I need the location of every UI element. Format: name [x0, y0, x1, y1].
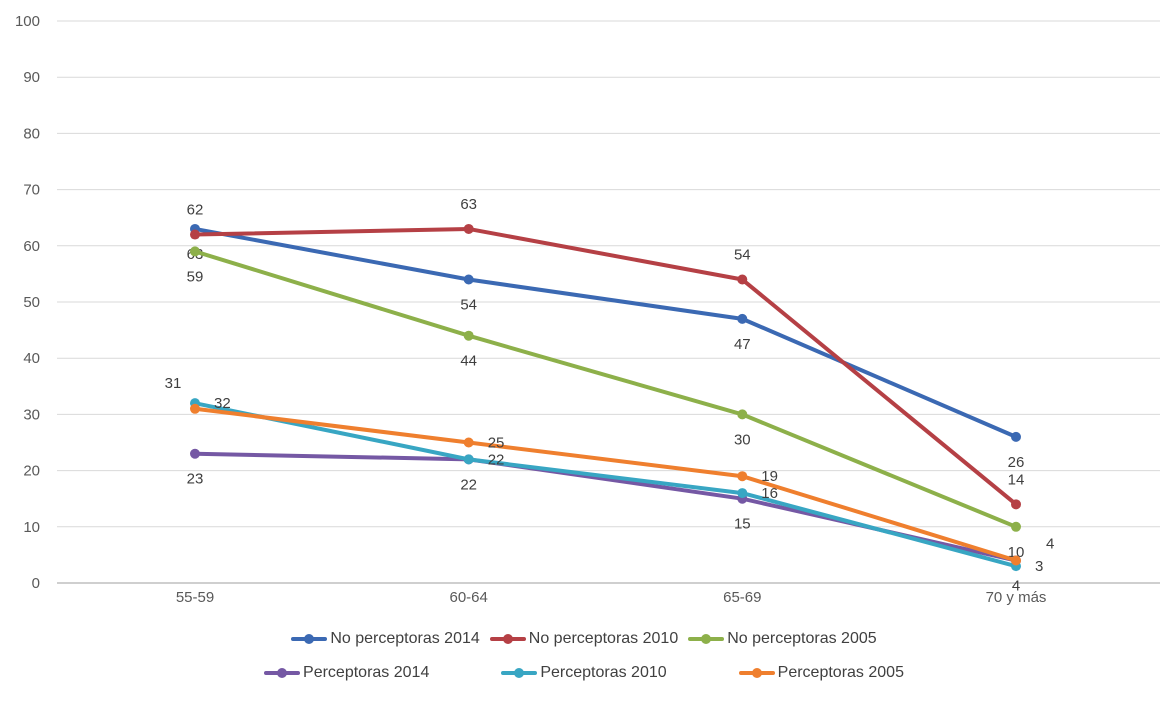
legend-dot: [751, 668, 762, 678]
y-axis-tick-labels: 0 10 20 30 40 50 60 70 80 90 100: [15, 13, 40, 592]
data-label: 14: [1008, 471, 1025, 488]
data-label: 3: [1035, 558, 1043, 575]
legend-marker-icon: [489, 633, 526, 645]
y-tick-label: 20: [23, 463, 40, 480]
y-tick-label: 80: [23, 125, 40, 142]
series-line: [193, 406, 1018, 563]
legend-item-perceptoras-2005: Perceptoras 2005: [738, 664, 904, 682]
legend-marker-icon: [738, 667, 775, 679]
x-tick-label: 55-59: [176, 589, 214, 606]
data-label: 54: [734, 247, 751, 264]
x-tick-label: 65-69: [723, 589, 761, 606]
data-point-marker: [190, 448, 200, 459]
data-point-marker: [463, 223, 474, 234]
data-label: 23: [187, 471, 204, 488]
data-label: 26: [1008, 454, 1025, 471]
data-point-marker: [737, 274, 748, 285]
data-label: 32: [214, 395, 231, 412]
y-tick-label: 40: [23, 350, 40, 367]
legend-label: No perceptoras 2005: [727, 630, 877, 647]
legend-marker-icon: [264, 667, 301, 679]
y-tick-label: 90: [23, 69, 40, 86]
series-perceptoras-2005: 31 25 19 4: [165, 375, 1054, 566]
legend-marker-icon: [291, 633, 328, 645]
data-label: 62: [187, 202, 204, 219]
gridlines: [57, 20, 1160, 584]
data-point-marker: [737, 313, 748, 324]
legend-label: No perceptoras 2014: [330, 630, 480, 647]
legend-label: Perceptoras 2014: [303, 664, 430, 681]
y-tick-label: 10: [23, 519, 40, 536]
data-label: 4: [1012, 578, 1020, 595]
legend-item-no-perceptoras-2010: No perceptoras 2010: [489, 630, 679, 648]
data-point-marker: [737, 471, 748, 482]
data-label: 25: [488, 435, 505, 452]
data-point-marker: [463, 330, 474, 341]
data-label: 10: [1008, 544, 1025, 561]
legend-dot: [701, 634, 712, 644]
legend-item-perceptoras-2014: Perceptoras 2014: [264, 664, 429, 682]
legend-marker-icon: [688, 633, 725, 645]
data-point-marker: [1011, 499, 1021, 510]
data-label: 4: [1046, 536, 1054, 553]
x-tick-label: 70 y más: [986, 589, 1047, 606]
data-point-marker: [1011, 555, 1021, 566]
y-tick-label: 100: [15, 13, 40, 30]
data-point-marker: [737, 488, 748, 499]
legend-dot: [277, 668, 288, 678]
data-label: 16: [761, 485, 778, 502]
data-label: 22: [488, 451, 505, 468]
legend-dot: [502, 634, 513, 644]
legend-row-1: No perceptoras 2014 No perceptoras 2010 No…: [291, 630, 877, 648]
series-line: [193, 226, 1018, 507]
data-point-marker: [463, 437, 474, 448]
data-label: 31: [165, 375, 182, 392]
x-axis-tick-labels: 55-59 60-64 65-69 70 y más: [176, 589, 1047, 606]
series-no-perceptoras-2010: 62 63 54 14: [187, 196, 1025, 510]
chart-legend: No perceptoras 2014 No perceptoras 2010 No…: [0, 630, 1168, 682]
data-label: 47: [734, 336, 751, 353]
legend-row-2: Perceptoras 2014 Perceptoras 2010 Percepto…: [264, 664, 904, 682]
legend-item-no-perceptoras-2014: No perceptoras 2014: [291, 630, 480, 648]
plot-area: 0 10 20 30 40 50 60 70 80 90 100 55-59 60-64 65-69 70 …: [15, 13, 1160, 606]
series-line: [193, 451, 1018, 563]
data-point-marker: [463, 274, 474, 285]
legend-marker-icon: [501, 667, 538, 679]
data-point-marker: [190, 229, 200, 240]
series-line: [193, 401, 1018, 569]
series-no-perceptoras-2014: 63544726: [187, 223, 1025, 471]
legend-dot: [304, 634, 315, 644]
data-label: 22: [460, 476, 477, 493]
x-tick-label: 60-64: [450, 589, 488, 606]
legend-item-perceptoras-2010: Perceptoras 2010: [501, 664, 667, 682]
data-label: 63: [460, 196, 477, 213]
data-label: 15: [734, 516, 751, 533]
data-point-marker: [463, 454, 474, 465]
series-line: [193, 226, 1018, 439]
y-tick-label: 0: [32, 575, 40, 592]
data-point-marker: [190, 246, 200, 257]
data-point-marker: [1011, 431, 1021, 442]
data-label: 44: [460, 353, 477, 370]
series-line: [193, 249, 1018, 529]
data-point-marker: [190, 403, 200, 414]
y-tick-label: 60: [23, 238, 40, 255]
y-tick-label: 70: [23, 182, 40, 199]
series-no-perceptoras-2005: 59 44 30 10: [187, 246, 1025, 561]
legend-dot: [514, 668, 525, 678]
data-label: 30: [734, 431, 751, 448]
legend-label: Perceptoras 2005: [777, 664, 904, 681]
data-point-marker: [1011, 521, 1021, 532]
y-tick-label: 30: [23, 406, 40, 423]
data-label: 59: [187, 268, 204, 285]
data-label: 19: [761, 468, 778, 485]
y-tick-label: 50: [23, 294, 40, 311]
legend-label: Perceptoras 2010: [540, 664, 667, 681]
series-perceptoras-2010: 32 22 16 3: [190, 395, 1043, 575]
legend-label: No perceptoras 2010: [528, 630, 679, 647]
data-point-marker: [737, 409, 748, 420]
legend-item-no-perceptoras-2005: No perceptoras 2005: [688, 630, 877, 648]
data-label: 54: [460, 297, 477, 314]
